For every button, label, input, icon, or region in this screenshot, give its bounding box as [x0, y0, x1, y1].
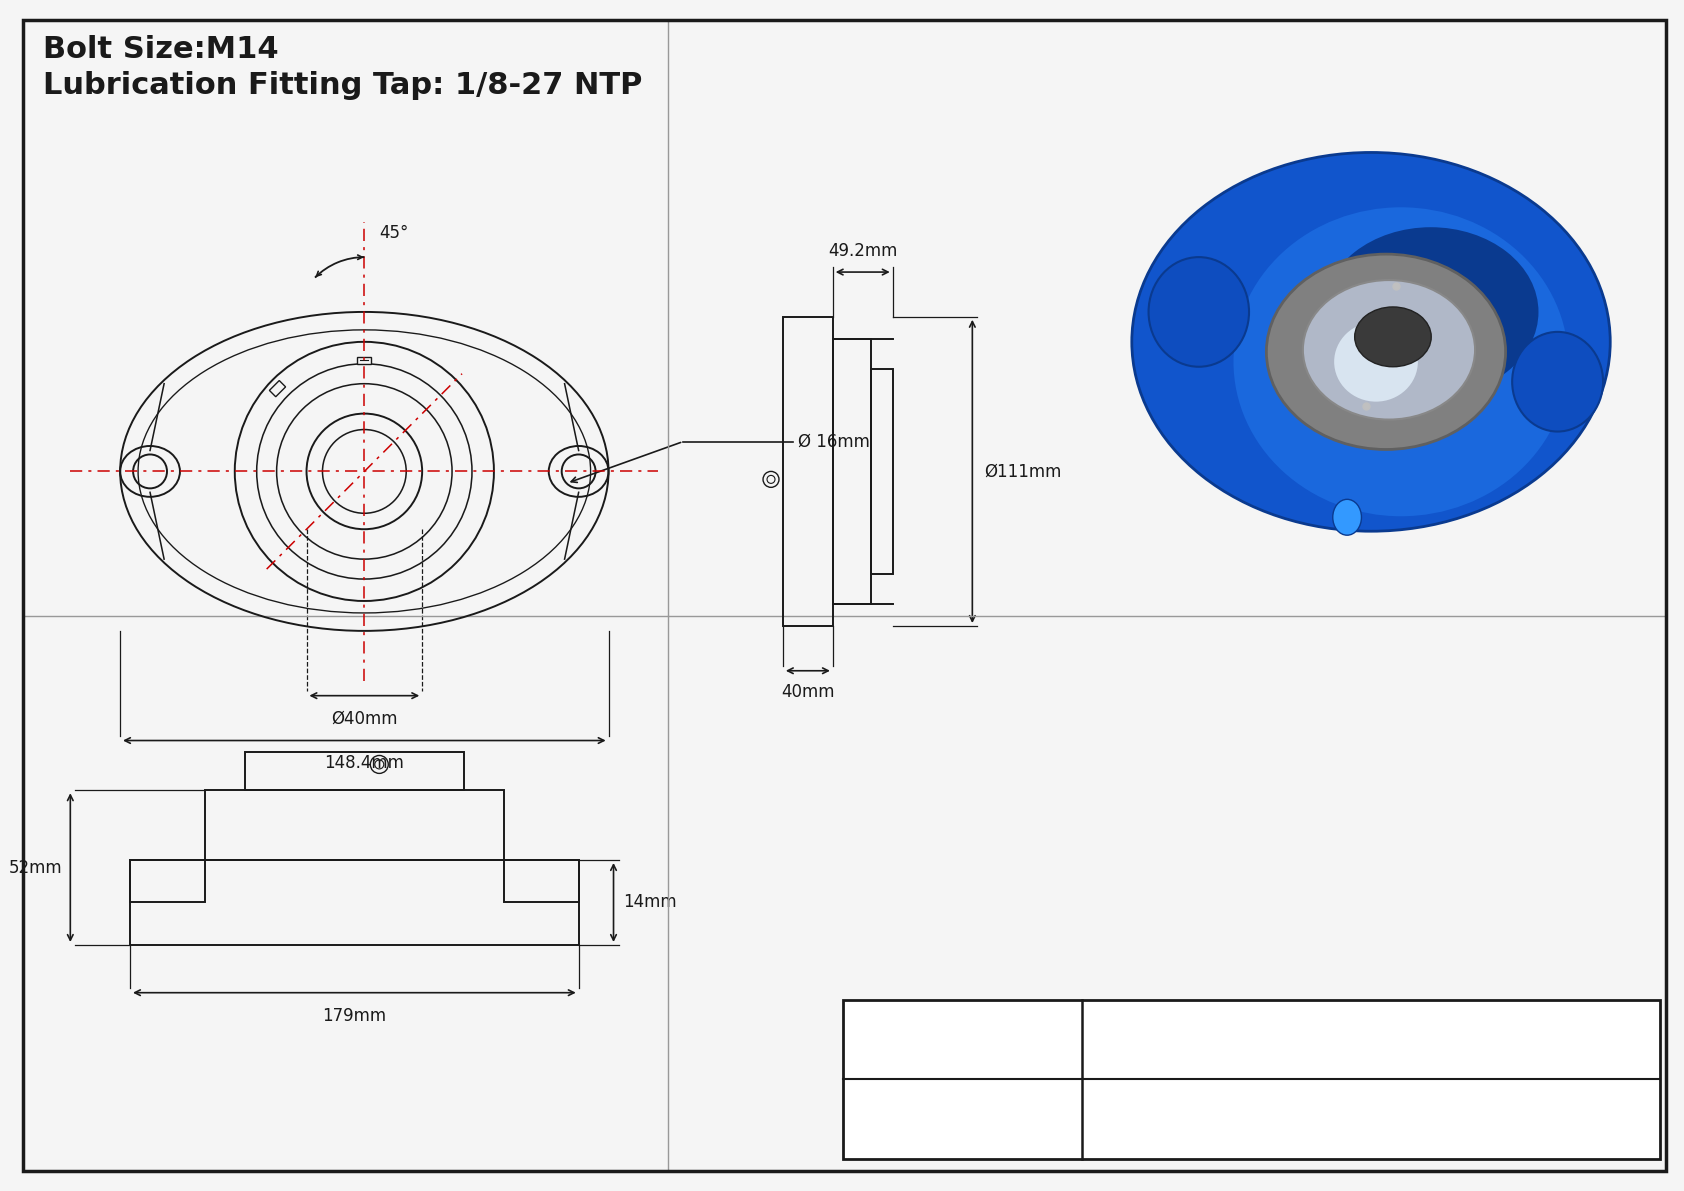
Text: Part
Number: Part Number	[930, 1098, 995, 1141]
Text: Ø40mm: Ø40mm	[332, 710, 397, 728]
Text: 40mm: 40mm	[781, 682, 835, 700]
Bar	[834, 339, 871, 604]
Ellipse shape	[1303, 280, 1475, 419]
Bar	[244, 753, 465, 791]
Ellipse shape	[1512, 332, 1603, 431]
Ellipse shape	[1354, 307, 1431, 367]
Text: 49.2mm: 49.2mm	[829, 242, 898, 260]
Bar	[871, 369, 893, 574]
Text: 148.4mm: 148.4mm	[325, 754, 404, 773]
Text: Bolt Size:M14: Bolt Size:M14	[44, 35, 280, 64]
Text: 52mm: 52mm	[8, 859, 62, 877]
Text: Ø111mm: Ø111mm	[985, 462, 1061, 480]
Text: ®: ®	[1019, 1009, 1036, 1027]
Ellipse shape	[1334, 322, 1418, 401]
Text: 14mm: 14mm	[623, 893, 677, 911]
Text: Two-Bolt Flange Bearing Set Screw Locking: Two-Bolt Flange Bearing Set Screw Lockin…	[1206, 1114, 1536, 1129]
Ellipse shape	[1233, 207, 1568, 516]
Bar	[269, 381, 286, 397]
Text: SHANGHAI LILY BEARING LIMITED: SHANGHAI LILY BEARING LIMITED	[1202, 1028, 1539, 1046]
Text: 179mm: 179mm	[322, 1006, 386, 1024]
Ellipse shape	[1266, 254, 1505, 449]
Text: Lubrication Fitting Tap: 1/8-27 NTP: Lubrication Fitting Tap: 1/8-27 NTP	[44, 70, 643, 100]
Bar	[205, 791, 504, 860]
Text: UCFLX08: UCFLX08	[1315, 1087, 1426, 1108]
Text: LILY: LILY	[884, 1009, 1026, 1071]
Bar	[504, 860, 579, 902]
Bar	[130, 860, 579, 944]
Bar	[357, 357, 370, 363]
Ellipse shape	[1332, 499, 1361, 535]
Text: Ø 16mm: Ø 16mm	[798, 432, 871, 450]
Bar	[842, 999, 1660, 1159]
Ellipse shape	[1108, 123, 1633, 561]
Ellipse shape	[1148, 257, 1250, 367]
Ellipse shape	[1324, 227, 1539, 397]
Bar	[130, 860, 205, 902]
Bar	[783, 317, 834, 626]
Text: 45°: 45°	[379, 224, 409, 242]
Ellipse shape	[1132, 152, 1610, 531]
Text: Email: lilybearing@lily-bearing.com: Email: lilybearing@lily-bearing.com	[1236, 1056, 1507, 1071]
